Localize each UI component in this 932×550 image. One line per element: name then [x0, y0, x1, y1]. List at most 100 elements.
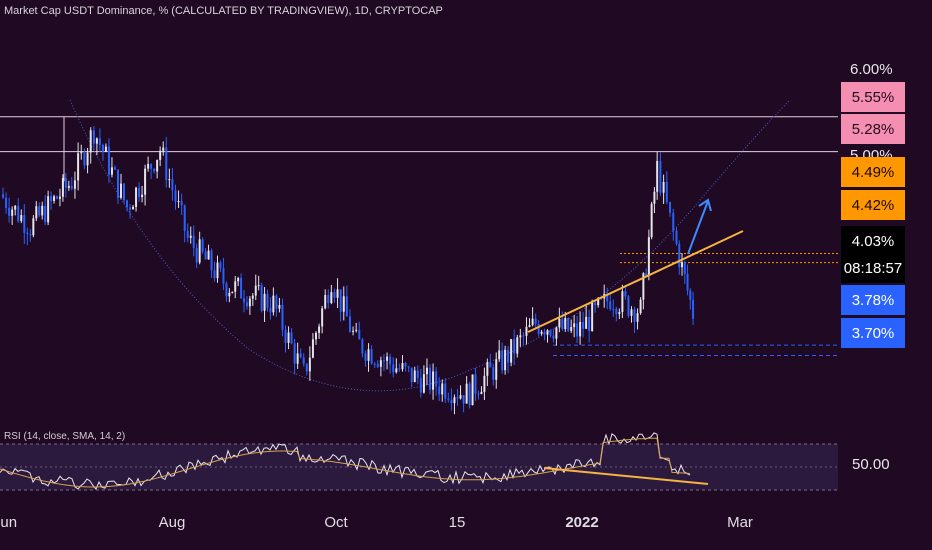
candle-body — [516, 337, 519, 354]
candle-body — [567, 318, 570, 331]
candle-body — [483, 375, 486, 392]
candle-body — [537, 324, 540, 334]
rsi-title: RSI (14, close, SMA, 14, 2) — [4, 431, 126, 442]
rsi-line — [0, 432, 691, 491]
candle-body — [647, 237, 650, 276]
candle-body — [257, 285, 260, 287]
candle-body — [237, 277, 240, 282]
candle-body — [492, 367, 495, 380]
candle-body — [281, 304, 284, 330]
candle-body — [245, 302, 248, 307]
candle-body — [189, 235, 192, 238]
candle-body — [504, 349, 507, 371]
candle-body — [333, 292, 336, 298]
candle-body — [627, 296, 630, 316]
candle-body — [474, 374, 477, 394]
price-label-blue: 3.78% — [841, 285, 905, 315]
candle-body — [659, 160, 662, 193]
candle-body — [14, 205, 17, 210]
candle-body — [5, 197, 8, 208]
candle-body — [104, 146, 107, 152]
cup-arc — [69, 99, 791, 392]
candle-body — [419, 377, 422, 393]
candle-body — [336, 289, 339, 298]
candle-body — [311, 339, 314, 358]
candle-body — [290, 332, 293, 344]
price-label-black: 4.03% — [841, 226, 905, 256]
candle-body — [558, 318, 561, 328]
candle-body — [32, 218, 35, 236]
candle-body — [410, 367, 413, 382]
candle-body — [398, 368, 401, 370]
candle-body — [119, 183, 122, 198]
candle-body — [540, 331, 543, 334]
candle-body — [204, 251, 207, 260]
candle-body — [113, 167, 116, 170]
candle-body — [615, 309, 618, 315]
candle-body — [132, 206, 135, 210]
candle-body — [480, 391, 483, 394]
candle-body — [546, 330, 549, 335]
candle-body — [576, 323, 579, 337]
candle-body — [138, 187, 141, 198]
candle-body — [293, 343, 296, 364]
candle-body — [77, 153, 80, 181]
rsi-pane — [0, 432, 838, 491]
candle-body — [61, 178, 64, 197]
candle-body — [324, 295, 327, 309]
guide-layer — [0, 99, 838, 392]
candle-body — [570, 327, 573, 331]
candle-body — [17, 205, 20, 222]
candle-body — [129, 207, 132, 210]
candle-body — [370, 349, 373, 364]
candle-body — [624, 291, 627, 297]
time-label: Oct — [324, 514, 348, 531]
rsi-divergence-line — [543, 467, 709, 485]
candle-body — [278, 304, 281, 309]
candle-body — [228, 292, 231, 297]
candle-body — [174, 190, 177, 202]
candle-body — [95, 138, 98, 144]
time-label: Jun — [0, 514, 18, 531]
candle-body — [26, 232, 29, 234]
candle-body — [101, 144, 104, 152]
candle-body — [441, 383, 444, 395]
candle-body — [561, 318, 564, 329]
candle-body — [681, 262, 684, 268]
candle-body — [284, 329, 287, 343]
candle-body — [92, 130, 95, 144]
candle-body — [573, 323, 576, 328]
candle-body — [251, 295, 254, 299]
candle-body — [382, 360, 385, 362]
candle-body — [98, 138, 101, 145]
candle-body — [525, 326, 528, 336]
candle-body — [432, 371, 435, 390]
candle-body — [662, 181, 665, 193]
candle-body — [83, 152, 86, 166]
candle-body — [198, 239, 201, 263]
support-trendline — [527, 230, 744, 333]
candle-body — [44, 205, 47, 223]
candle-body — [275, 295, 278, 309]
candle-body — [379, 360, 382, 367]
candle-body — [305, 363, 308, 372]
candle-body — [450, 399, 453, 404]
price-label-black: 08:18:57 — [841, 253, 905, 283]
candle-body — [327, 295, 330, 304]
time-label: Aug — [158, 514, 186, 531]
candle-body — [507, 349, 510, 363]
candle-body — [330, 292, 333, 304]
candle-body — [86, 152, 89, 166]
candle-body — [355, 329, 358, 331]
candle-body — [144, 168, 147, 195]
candle-body — [367, 349, 370, 361]
candle-body — [656, 160, 659, 192]
rsi-sma-line — [0, 437, 691, 488]
candle-body — [495, 359, 498, 380]
candle-body — [519, 335, 522, 338]
candle-body — [633, 309, 636, 322]
candle-body — [429, 367, 432, 390]
candle-body — [58, 196, 61, 199]
candle-body — [318, 326, 321, 333]
